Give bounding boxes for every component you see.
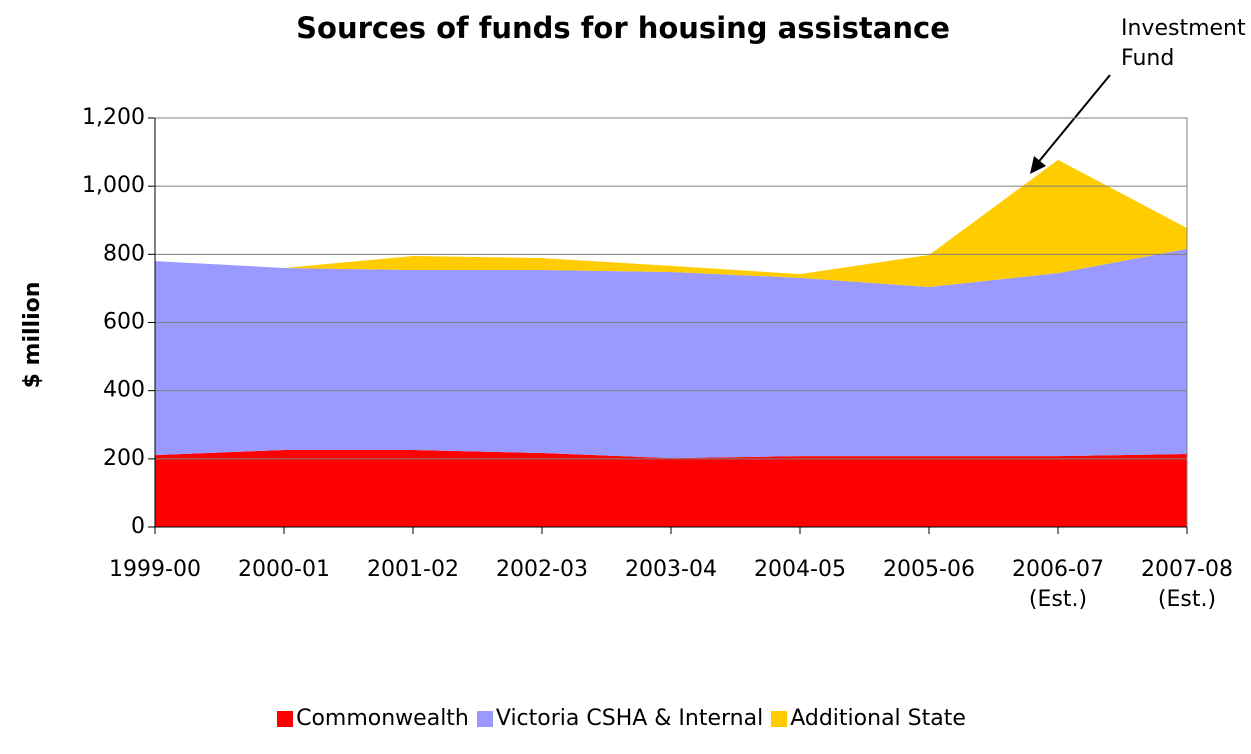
annotation-arrowhead <box>1030 156 1046 174</box>
legend-label: Victoria CSHA & Internal <box>495 706 764 731</box>
legend-swatch <box>476 710 493 727</box>
y-tick-label: 1,200 <box>82 105 145 130</box>
x-tick-label: 2000-01 <box>238 557 330 582</box>
y-tick-label: 600 <box>103 310 145 335</box>
legend-item: Additional State <box>771 706 966 731</box>
x-tick-label: 2002-03 <box>496 557 588 582</box>
annotation: Investment Fund <box>1121 16 1246 71</box>
legend-swatch <box>277 710 294 727</box>
y-tick-label: 1,000 <box>82 173 145 198</box>
legend-label: Commonwealth <box>296 706 469 731</box>
x-tick-label: 2003-04 <box>625 557 717 582</box>
areas <box>155 159 1187 527</box>
legend-label: Additional State <box>790 706 966 731</box>
x-tick-label: 2004-05 <box>754 557 846 582</box>
x-tick-label: 2005-06 <box>883 557 975 582</box>
x-tick-label: 1999-00 <box>109 557 201 582</box>
area <box>155 449 1187 527</box>
legend-item: Victoria CSHA & Internal <box>476 706 764 731</box>
y-axis-label: $ million <box>20 282 45 389</box>
grid <box>155 185 1187 460</box>
legend-item: Commonwealth <box>277 706 469 731</box>
x-tick-label: 2007-08 (Est.) <box>1141 557 1233 612</box>
legend-swatch <box>771 710 788 727</box>
area <box>155 159 1187 288</box>
annotation-arrow <box>1035 74 1111 166</box>
x-tick-label: 2006-07 (Est.) <box>1012 557 1104 612</box>
x-tick-label: 2001-02 <box>367 557 459 582</box>
chart-title: Sources of funds for housing assistance <box>296 11 950 45</box>
area <box>155 248 1187 459</box>
y-tick-label: 800 <box>103 241 145 266</box>
y-tick-label: 0 <box>131 514 145 539</box>
legend: Commonwealth Victoria CSHA & Internal Addi… <box>0 706 1251 731</box>
y-tick-label: 200 <box>103 446 145 471</box>
y-tick-label: 400 <box>103 378 145 403</box>
